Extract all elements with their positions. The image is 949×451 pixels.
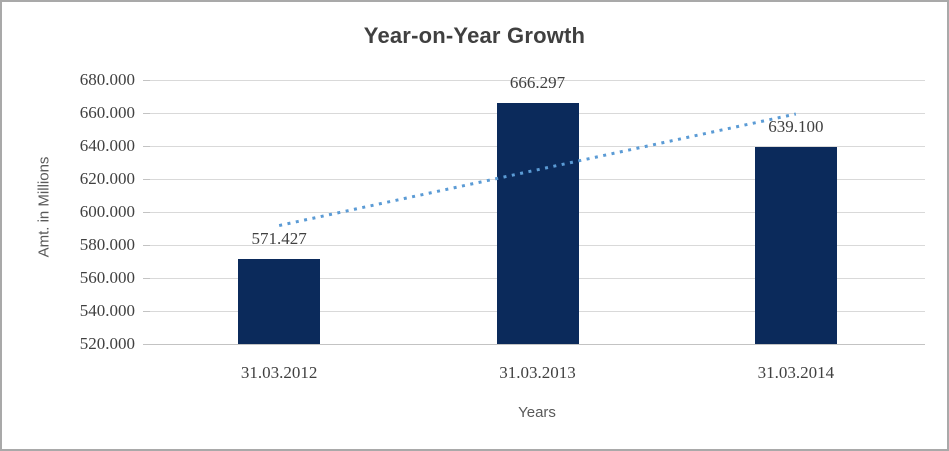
x-category-label: 31.03.2013 <box>499 363 576 382</box>
trendline <box>278 112 797 227</box>
y-tick-mark <box>143 80 150 81</box>
y-tick-mark <box>143 212 150 213</box>
y-tick-label: 540.000 <box>79 301 135 320</box>
y-tick-label: 640.000 <box>79 136 135 155</box>
bar <box>496 102 579 344</box>
y-tick-label: 620.000 <box>79 169 135 188</box>
plot-area <box>150 80 925 345</box>
y-tick-mark <box>143 113 150 114</box>
y-tick-mark <box>143 344 150 345</box>
y-tick-label: 600.000 <box>79 202 135 221</box>
y-tick-mark <box>143 245 150 246</box>
y-tick-mark <box>143 311 150 312</box>
y-tick-label: 680.000 <box>79 70 135 89</box>
y-tick-mark <box>143 146 150 147</box>
x-category-label: 31.03.2014 <box>757 363 835 382</box>
y-tick-label: 660.000 <box>79 103 135 122</box>
chart-title: Year-on-Year Growth <box>363 23 586 48</box>
y-tick-mark <box>143 179 150 180</box>
x-axis-title: Years <box>518 404 556 421</box>
bar-value-label: 666.297 <box>509 72 566 92</box>
bar-value-label: 639.100 <box>768 117 824 137</box>
y-tick-mark <box>143 278 150 279</box>
gridline <box>150 344 925 345</box>
bar <box>754 147 837 344</box>
y-tick-label: 580.000 <box>79 235 135 254</box>
y-tick-label: 520.000 <box>79 334 135 353</box>
bar-value-label: 571.427 <box>251 229 307 249</box>
y-tick-label: 560.000 <box>79 268 135 287</box>
bar <box>238 259 321 344</box>
gridline <box>150 80 925 81</box>
x-category-label: 31.03.2012 <box>240 363 318 382</box>
